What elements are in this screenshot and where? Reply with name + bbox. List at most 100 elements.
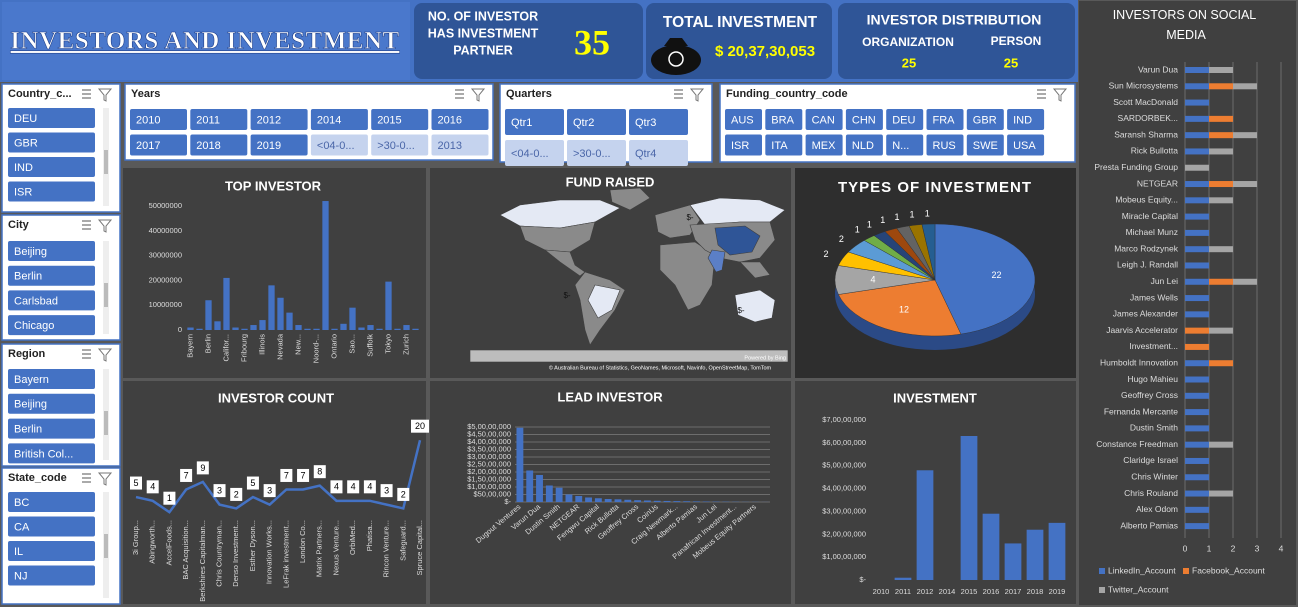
slicer-item-label[interactable]: RUS	[933, 140, 956, 152]
slicer-item-label[interactable]: BRA	[771, 114, 794, 126]
slicer-item-label[interactable]: 2015	[377, 114, 401, 126]
slicer-item[interactable]	[966, 134, 1004, 156]
slicer-item[interactable]	[567, 140, 626, 166]
slicer-item-label[interactable]: ISR	[14, 186, 32, 198]
slicer-item[interactable]	[765, 134, 803, 156]
slicer-item[interactable]	[1007, 134, 1045, 156]
slicer-item[interactable]	[431, 109, 489, 130]
multi-select-icon[interactable]	[1037, 89, 1046, 99]
slicer-item-label[interactable]: 2012	[257, 114, 281, 126]
slicer-item-label[interactable]: Berlin	[14, 271, 42, 283]
slicer-item-label[interactable]: FRA	[933, 114, 956, 126]
slicer-item[interactable]	[431, 134, 489, 156]
slicer-item-label[interactable]: Qtr4	[635, 148, 656, 160]
slicer-item-label[interactable]: ITA	[771, 140, 788, 152]
slicer-item-label[interactable]: 2011	[196, 114, 220, 126]
slicer-item[interactable]	[805, 109, 843, 130]
slicer-item[interactable]	[8, 565, 95, 586]
slicer-item-label[interactable]: 2018	[196, 140, 220, 152]
slicer-item-label[interactable]: 2010	[136, 114, 160, 126]
slicer-item-label[interactable]: IND	[1013, 114, 1032, 126]
slicer-item-label[interactable]: CA	[14, 521, 30, 533]
slicer-item-label[interactable]: BC	[14, 497, 29, 509]
slicer-item[interactable]	[805, 134, 843, 156]
slicer-item[interactable]	[725, 109, 762, 130]
slicer-item-label[interactable]: Bayern	[14, 374, 49, 386]
slicer-item[interactable]	[926, 109, 964, 130]
slicer-item-label[interactable]: 2013	[438, 140, 462, 152]
slicer-item[interactable]	[250, 134, 308, 156]
clear-filter-icon[interactable]	[97, 88, 113, 102]
scrollbar-thumb[interactable]	[104, 283, 108, 307]
slicer-item[interactable]	[8, 541, 95, 561]
slicer-item[interactable]	[8, 492, 95, 512]
clear-filter-icon[interactable]	[689, 88, 705, 102]
slicer-item-label[interactable]: NLD	[852, 140, 874, 152]
slicer-item-label[interactable]: AUS	[731, 114, 754, 126]
slicer-item-label[interactable]: Qtr3	[635, 117, 656, 129]
slicer-item[interactable]	[371, 134, 429, 156]
slicer-item[interactable]	[845, 134, 883, 156]
slicer-item[interactable]	[845, 109, 883, 130]
scrollbar-thumb[interactable]	[104, 411, 108, 435]
slicer-item[interactable]	[130, 109, 187, 130]
slicer-item-label[interactable]: Qtr1	[511, 117, 532, 129]
scrollbar-thumb[interactable]	[104, 150, 108, 174]
slicer-item-label[interactable]: >30-0...	[377, 140, 415, 152]
slicer-item-label[interactable]: Berlin	[14, 424, 42, 436]
slicer-item[interactable]	[505, 109, 564, 135]
slicer-item[interactable]	[8, 265, 95, 286]
slicer-item-label[interactable]: DEU	[14, 113, 37, 125]
slicer-item-label[interactable]: 2019	[257, 140, 281, 152]
multi-select-icon[interactable]	[82, 220, 91, 230]
slicer-item[interactable]	[8, 393, 95, 414]
slicer-item[interactable]	[886, 109, 924, 130]
slicer-item-label[interactable]: 2016	[438, 114, 462, 126]
slicer-item-label[interactable]: MEX	[812, 140, 837, 152]
slicer-item[interactable]	[8, 443, 95, 464]
slicer-item[interactable]	[250, 109, 308, 130]
slicer-item[interactable]	[8, 290, 95, 311]
slicer-item[interactable]	[966, 109, 1004, 130]
slicer-item-label[interactable]: USA	[1013, 140, 1036, 152]
slicer-item[interactable]	[8, 418, 95, 439]
multi-select-icon[interactable]	[674, 89, 683, 99]
slicer-item-label[interactable]: <04-0...	[317, 140, 355, 152]
clear-filter-icon[interactable]	[97, 219, 113, 233]
multi-select-icon[interactable]	[455, 89, 464, 99]
slicer-item-label[interactable]: Chicago	[14, 320, 54, 332]
slicer-item-label[interactable]: >30-0...	[573, 148, 611, 160]
scrollbar-thumb[interactable]	[104, 534, 108, 558]
slicer-item[interactable]	[629, 140, 688, 166]
clear-filter-icon[interactable]	[1052, 88, 1068, 102]
slicer-item-label[interactable]: DEU	[892, 114, 915, 126]
slicer-item[interactable]	[8, 516, 95, 537]
slicer-item-label[interactable]: 2014	[317, 114, 341, 126]
slicer-item[interactable]	[371, 109, 429, 130]
slicer-item-label[interactable]: NJ	[14, 570, 27, 582]
slicer-item[interactable]	[1007, 109, 1045, 130]
slicer-item[interactable]	[926, 134, 964, 156]
slicer-item[interactable]	[8, 132, 95, 153]
multi-select-icon[interactable]	[82, 89, 91, 99]
slicer-item-label[interactable]: British Col...	[14, 448, 73, 460]
slicer-item[interactable]	[8, 157, 95, 177]
slicer-item-label[interactable]: SWE	[973, 140, 998, 152]
slicer-item[interactable]	[505, 140, 564, 166]
slicer-item-label[interactable]: ISR	[731, 140, 749, 152]
slicer-item[interactable]	[567, 109, 626, 135]
slicer-item-label[interactable]: IL	[14, 546, 23, 558]
clear-filter-icon[interactable]	[97, 472, 113, 486]
slicer-item-label[interactable]: Beijing	[14, 399, 47, 411]
slicer-item-label[interactable]: <04-0...	[511, 148, 549, 160]
slicer-item-label[interactable]: GBR	[973, 114, 997, 126]
slicer-item[interactable]	[8, 108, 95, 128]
slicer-item-label[interactable]: GBR	[14, 137, 38, 149]
slicer-item[interactable]	[629, 109, 688, 135]
slicer-item-label[interactable]: 2017	[136, 140, 160, 152]
slicer-item-label[interactable]: Qtr2	[573, 117, 594, 129]
slicer-item[interactable]	[725, 134, 762, 156]
slicer-item[interactable]	[310, 109, 368, 130]
slicer-item-label[interactable]: CHN	[852, 114, 876, 126]
clear-filter-icon[interactable]	[97, 348, 113, 362]
